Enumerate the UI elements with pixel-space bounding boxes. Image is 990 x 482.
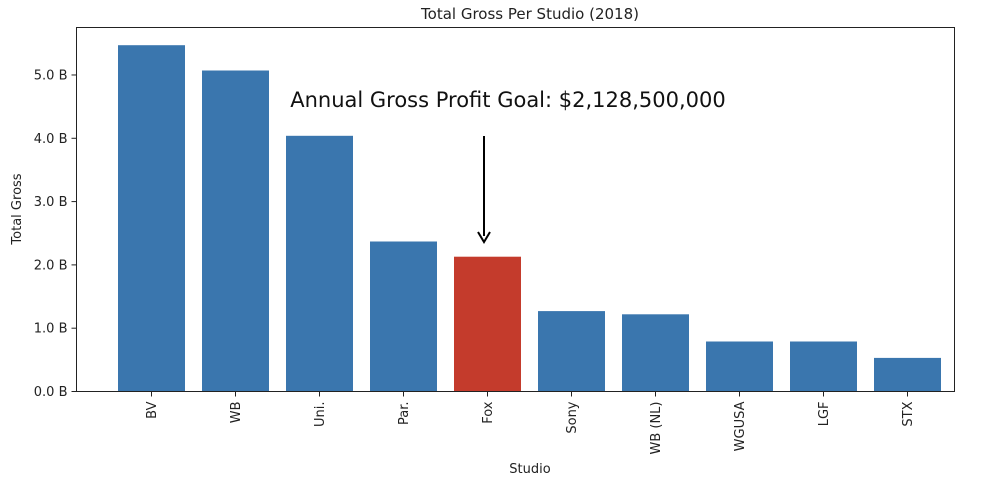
x-tick-label: WGUSA bbox=[733, 401, 748, 451]
y-tick-label: 0.0 B bbox=[34, 385, 68, 400]
bar-fox bbox=[454, 256, 521, 392]
x-tick-label: LGF bbox=[817, 402, 832, 427]
plot-frame bbox=[76, 27, 955, 392]
x-tick-label: WB bbox=[229, 402, 244, 424]
y-tick-label: 3.0 B bbox=[34, 195, 68, 210]
bar-sony bbox=[538, 311, 605, 392]
bar-wgusa bbox=[706, 341, 773, 392]
x-tick-label: STX bbox=[901, 401, 916, 426]
y-tick-label: 2.0 B bbox=[34, 258, 68, 273]
x-tick-label: Par. bbox=[397, 402, 412, 426]
goal-annotation: Annual Gross Profit Goal: $2,128,500,000 bbox=[290, 88, 726, 112]
bar-wb-nl bbox=[622, 314, 689, 392]
x-tick-label: BV bbox=[145, 401, 160, 419]
x-axis-label: Studio bbox=[509, 462, 550, 477]
bar-wb bbox=[202, 70, 269, 392]
bar-stx bbox=[874, 357, 941, 392]
x-tick-label: WB (NL) bbox=[649, 402, 664, 455]
x-tick-label: Fox bbox=[481, 401, 496, 424]
y-tick-label: 4.0 B bbox=[34, 132, 68, 147]
bar-bv bbox=[118, 45, 185, 392]
y-axis-ticks: 0.0 B 1.0 B 2.0 B 3.0 B 4.0 B 5.0 B bbox=[34, 68, 77, 400]
y-axis-label: Total Gross bbox=[10, 173, 25, 245]
chart-title: Total Gross Per Studio (2018) bbox=[420, 5, 639, 23]
x-tick-label: Uni. bbox=[313, 402, 328, 428]
bar-lgf bbox=[790, 341, 857, 392]
x-axis-ticks: BV WB Uni. Par. Fox Sony WB (NL) WGUSA LGF STX bbox=[145, 391, 916, 455]
bar-par bbox=[370, 241, 437, 392]
x-tick-label: Sony bbox=[565, 401, 580, 433]
bar-uni bbox=[286, 135, 353, 392]
y-tick-label: 1.0 B bbox=[34, 322, 68, 337]
bars-group bbox=[118, 45, 941, 392]
y-tick-label: 5.0 B bbox=[34, 68, 68, 83]
annotation-arrow bbox=[477, 136, 491, 244]
